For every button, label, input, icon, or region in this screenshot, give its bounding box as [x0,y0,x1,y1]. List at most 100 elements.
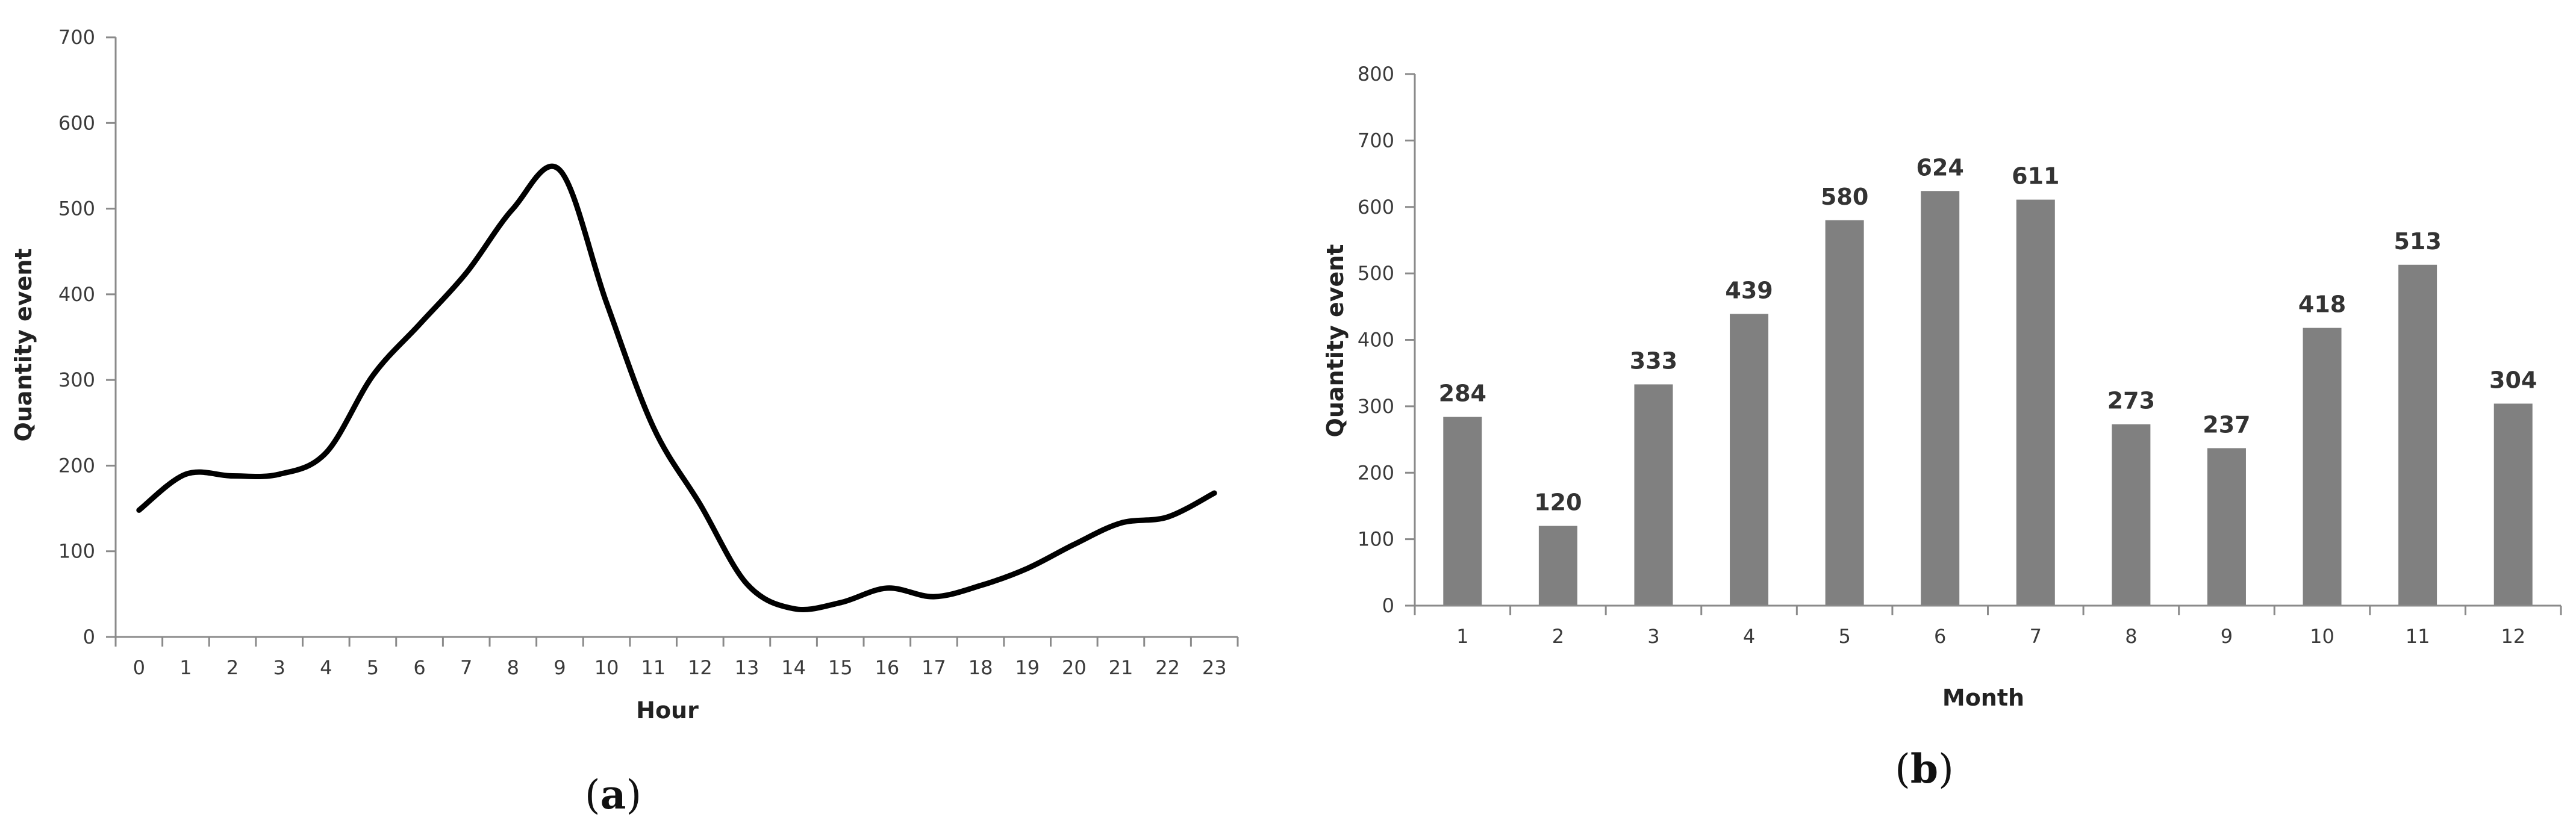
hour-chart-y-tick-label: 300 [58,368,95,391]
month-chart-axes [1414,74,2561,607]
hour-chart-x-tick-label: 11 [641,656,666,679]
hour-chart-x-tick-label: 20 [1062,656,1087,679]
hour-chart-x-tick-label: 14 [781,656,806,679]
hour-chart-x-tick-label: 3 [273,656,285,679]
hour-chart-x-tick-label: 1 [179,656,192,679]
month-chart-y-tick-label: 800 [1358,63,1394,85]
panel-label-b-close: ) [1938,746,1954,792]
month-bar-data-label: 273 [2107,388,2155,414]
hour-chart-y-tick-label: 100 [58,540,95,563]
month-chart-y-tick-label: 100 [1358,528,1394,551]
hour-chart-x-tick-label: 23 [1202,656,1227,679]
hour-chart-x-tick-label: 18 [968,656,993,679]
hour-chart-x-tick-label: 9 [554,656,566,679]
month-bar-data-label: 580 [1821,184,1868,210]
month-chart-x-tick-label: 2 [1552,625,1564,648]
month-chart-y-tick-label: 700 [1358,129,1394,152]
month-chart-y-tick-label: 600 [1358,196,1394,219]
month-chart-y-tick-label: 300 [1358,395,1394,418]
panel-label-b-letter: b [1910,745,1938,792]
hour-chart-x-tick-label: 16 [875,656,899,679]
month-bar-data-label: 237 [2203,411,2250,438]
panel-label-b-open: ( [1895,746,1910,792]
month-bar [1825,220,1864,606]
hour-chart-y-tick-label: 600 [58,111,95,134]
month-bar [1634,384,1673,606]
month-chart-x-axis-title: Month [1942,685,2024,711]
hour-chart-y-tick-label: 400 [58,283,95,306]
hour-chart-x-tick-label: 0 [133,656,145,679]
month-bar-data-label: 418 [2298,291,2346,318]
month-bar [2398,264,2437,606]
hour-chart-y-tick-label: 0 [83,626,95,648]
month-chart-x-tick-label: 7 [2030,625,2042,648]
hour-chart-x-tick-label: 13 [735,656,759,679]
hour-chart-x-tick-label: 7 [460,656,472,679]
month-chart-data-labels: 284 120 333 439 580 624 611 273 237 418 513 304 [1439,154,2537,515]
panel-label-a: (a) [585,771,641,818]
month-bar [2207,448,2246,606]
hour-chart-y-axis-title: Quantity event [10,249,37,442]
month-chart-x-tick-label: 12 [2501,625,2525,648]
month-bar-data-label: 120 [1534,489,1582,516]
month-bar-data-label: 304 [2489,367,2537,393]
month-chart-x-tick-label: 11 [2406,625,2430,648]
month-bar [1538,526,1577,606]
hour-chart-y-tick-label: 700 [58,26,95,49]
hour-chart-x-tick-label: 21 [1109,656,1134,679]
hour-chart-x-tick-label: 15 [828,656,853,679]
month-chart-y-axis-title: Quantity event [1322,244,1349,438]
hour-chart-x-tick-label: 5 [367,656,379,679]
month-bar [2493,403,2533,606]
hour-chart-x-tick-label: 2 [226,656,239,679]
hour-chart-x-tick-label: 19 [1015,656,1040,679]
hour-chart-x-tick-label: 10 [594,656,619,679]
month-chart-bars [1443,191,2533,606]
hour-chart-x-axis-title: Hour [636,697,699,724]
hour-chart-x-tick-label: 22 [1155,656,1180,679]
hour-series-line [136,163,1217,613]
hour-chart-x-tick-label: 12 [688,656,713,679]
month-chart-x-tick-label: 10 [2310,625,2334,648]
month-bar [2016,199,2055,606]
month-bar-data-label: 624 [1916,154,1964,181]
hour-chart-y-ticks: 0 100 200 300 400 500 600 700 [58,26,116,648]
hour-chart-x-tick-label: 8 [507,656,519,679]
hour-chart-x-tick-label: 4 [320,656,332,679]
month-bar [1443,417,1482,606]
month-chart-y-tick-label: 500 [1358,262,1394,285]
month-bar-data-label: 439 [1725,277,1773,303]
panel-label-a-letter: a [600,771,626,818]
month-chart-y-tick-label: 0 [1382,594,1394,617]
month-chart-x-tick-label: 8 [2125,625,2137,648]
month-chart-y-tick-label: 200 [1358,461,1394,484]
month-chart-y-tick-label: 400 [1358,329,1394,352]
month-chart-x-tick-label: 5 [1838,625,1850,648]
hour-chart-x-ticks: 0 1 2 3 4 5 6 7 8 9 10 11 12 13 14 15 16 17 18 19 20 21 22 23 [114,637,1239,679]
month-bar-data-label: 611 [2012,163,2059,190]
month-bar-data-label: 333 [1630,347,1677,374]
month-bar [2303,328,2342,606]
month-bar [1730,314,1769,606]
hour-chart-x-tick-label: 6 [413,656,425,679]
month-bar [2112,424,2151,606]
hour-chart-y-tick-label: 200 [58,454,95,477]
hour-chart-x-tick-label: 17 [922,656,946,679]
month-chart-x-tick-label: 3 [1647,625,1659,648]
hour-chart-y-tick-label: 500 [58,197,95,220]
month-bar-data-label: 284 [1439,380,1486,407]
month-bar [1921,191,1960,606]
month-chart-y-ticks: 0 100 200 300 400 500 600 700 800 [1358,63,1415,617]
month-chart-x-tick-label: 6 [1934,625,1946,648]
month-chart-x-tick-label: 4 [1743,625,1755,648]
panel-label-a-open: ( [585,772,600,818]
month-chart-x-tick-label: 9 [2221,625,2233,648]
month-chart-x-ticks: 1 2 3 4 5 6 7 8 9 10 11 12 [1414,606,2562,648]
month-bar-data-label: 513 [2394,228,2441,255]
panel-label-a-close: ) [626,772,641,818]
month-chart-x-tick-label: 1 [1456,625,1468,648]
panel-label-b: (b) [1895,745,1954,792]
